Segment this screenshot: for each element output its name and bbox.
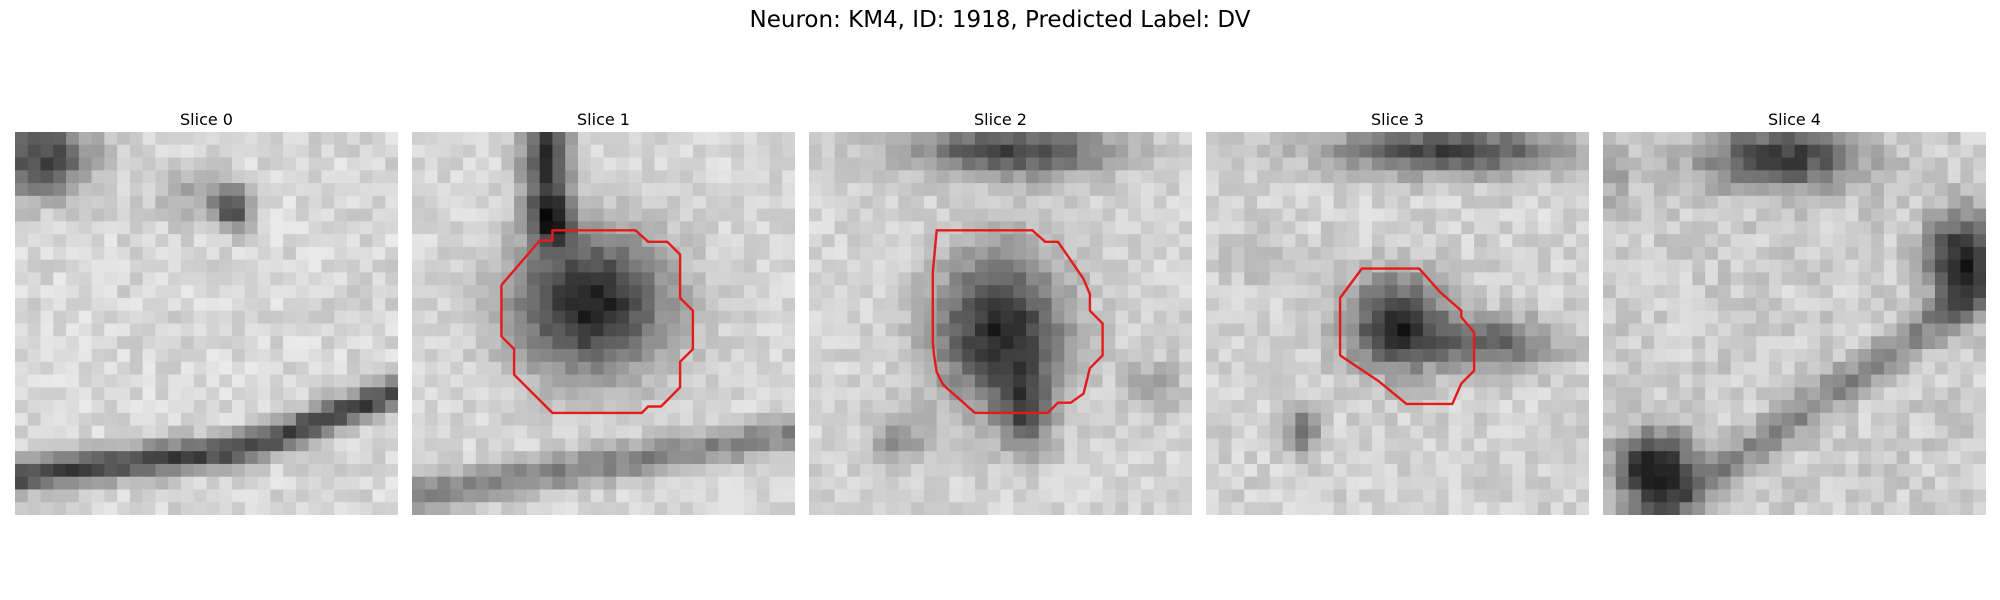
slice-title: Slice 0 [180,110,233,129]
slice-image-1 [412,132,795,515]
roi-contour [500,229,695,415]
slice-image [15,132,398,515]
slice-image [809,132,1192,515]
roi-contour [931,229,1104,415]
figure-title: Neuron: KM4, ID: 1918, Predicted Label: … [749,7,1251,33]
slice-title: Slice 4 [1768,110,1821,129]
slice-image-2 [809,132,1192,515]
roi-contour [1338,267,1476,406]
slice-image [1206,132,1589,515]
slice-panel-0: Slice 0 [15,108,398,515]
slice-image-3 [1206,132,1589,515]
slice-title: Slice 1 [577,110,630,129]
slice-image [412,132,795,515]
slice-panel-4: Slice 4 [1603,108,1986,515]
slice-title: Slice 2 [974,110,1027,129]
slice-image [1603,132,1986,515]
slice-panel-3: Slice 3 [1206,108,1589,515]
slice-panel-1: Slice 1 [412,108,795,515]
slice-title: Slice 3 [1371,110,1424,129]
slice-image-4 [1603,132,1986,515]
slice-image-0 [15,132,398,515]
slice-panel-2: Slice 2 [809,108,1192,515]
